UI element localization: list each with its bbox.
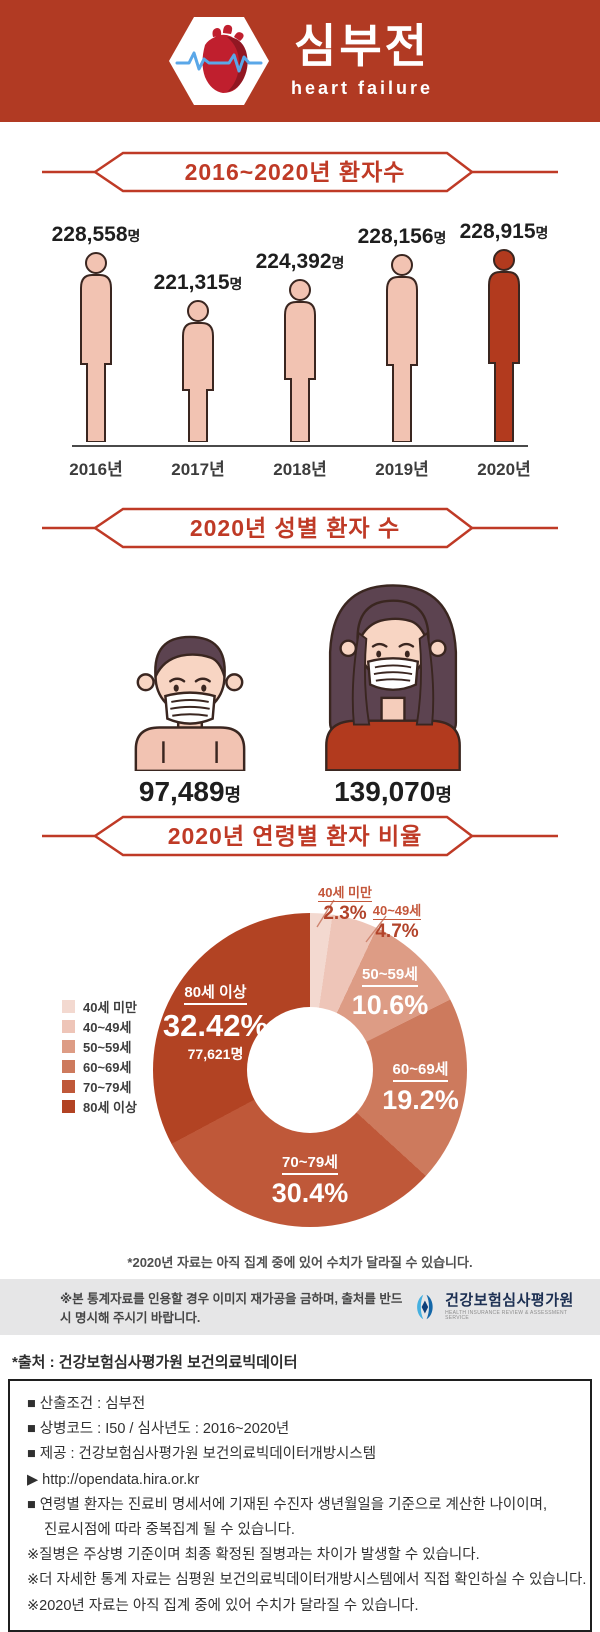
female-figure-icon [325, 584, 461, 771]
chart-baseline [72, 445, 528, 447]
legend-item: 50~59세 [62, 1036, 137, 1056]
slice-label-50-59: 50~59세 10.6% [351, 966, 429, 1021]
donut-legend: 40세 미만 40~49세 50~59세 60~69세 70~79세 80세 이… [62, 996, 137, 1116]
ekg-line [175, 51, 263, 73]
page-title: 심부전 [294, 20, 430, 72]
info-line: ※2020년 자료는 아직 집계 중에 있어 수치가 달라질 수 있습니다. [27, 1597, 419, 1614]
section-title-age: 2020년 연령별 환자 비율 [167, 823, 423, 849]
callout-40-49: 40~49세 4.7% [372, 903, 422, 943]
figure-2017: 221,315명 [150, 271, 246, 447]
male-block: 97,489명 [126, 625, 254, 808]
legend-swatch [62, 1039, 75, 1053]
info-line-url[interactable]: ▶ http://opendata.hira.or.kr [27, 1471, 200, 1488]
page-subtitle: heart failure [290, 78, 434, 98]
legend-item: 80세 이상 [62, 1096, 137, 1116]
hira-logo: 건강보험심사평가원 HEALTH INSURANCE REVIEW & ASSE… [411, 1291, 582, 1323]
female-count: 139,070명 [334, 776, 452, 807]
info-line: ■ 산출조건 : 심부전 [27, 1396, 146, 1412]
year-tick: 2019년 [375, 460, 429, 479]
ribbon-shape [42, 815, 558, 857]
legend-swatch [62, 1079, 75, 1093]
info-line: 진료시점에 따라 중복집계 될 수 있습니다. [44, 1522, 295, 1539]
hira-logo-icon [417, 1294, 433, 1320]
year-tick: 2016년 [69, 460, 123, 479]
male-figure-icon [134, 635, 246, 771]
legend-item: 70~79세 [62, 1076, 137, 1096]
section-title-gender: 2020년 성별 환자 수 [189, 515, 401, 541]
slice-label-80-plus: 80세 이상 32.42% 77,621명 [162, 984, 269, 1062]
info-line: ■ 연령별 환자는 진료비 명세서에 기재된 수진자 생년월일을 기준으로 계산… [27, 1496, 547, 1513]
info-line: ※더 자세한 통계 자료는 심평원 보건의료빅데이터개방시스템에서 직접 확인하… [27, 1572, 587, 1589]
year-tick: 2017년 [171, 460, 225, 479]
section-banner-yearly: 2016~2020년 환자수 [0, 150, 600, 194]
age-donut-chart: 40세 미만 40~49세 50~59세 60~69세 70~79세 80세 이… [0, 858, 600, 1246]
person-icon [372, 254, 432, 447]
source-line: *출처 : 건강보험심사평가원 보건의료빅데이터 [12, 1354, 298, 1371]
person-icon [474, 249, 534, 447]
legend-swatch [62, 1019, 75, 1033]
person-icon [270, 279, 330, 447]
legend-swatch [62, 1099, 75, 1113]
person-icon [168, 300, 228, 447]
male-count: 97,489명 [138, 776, 242, 807]
shirt [325, 719, 461, 771]
value-label: 221,315명 [153, 271, 243, 294]
section-title-yearly: 2016~2020년 환자수 [184, 159, 406, 185]
legend-item: 40세 미만 [62, 996, 137, 1016]
year-tick: 2018년 [273, 460, 327, 479]
citation-text: ※본 통계자료를 인용할 경우 이미지 재가공을 금하며, 출처를 반드시 명시… [60, 1292, 403, 1325]
person-figures-row: 228,558명 221,315명 224,392명 228,156명 228,… [48, 220, 552, 447]
hira-org-subtext: HEALTH INSURANCE REVIEW & ASSESSMENT SER… [445, 1310, 568, 1321]
legend-item: 60~69세 [62, 1056, 137, 1076]
year-tick: 2020년 [477, 460, 531, 479]
chart-footnote: *2020년 자료는 아직 집계 중에 있어 수치가 달라질 수 있습니다. [127, 1255, 473, 1270]
figure-2018: 224,392명 [252, 250, 348, 447]
slice-label-60-69: 60~69세 19.2% [382, 1061, 459, 1116]
info-line: ※질병은 주상병 기준이며 최종 확정된 질병과는 차이가 발생할 수 있습니다… [27, 1547, 480, 1564]
figure-2016: 228,558명 [48, 223, 144, 447]
person-icon [66, 252, 126, 447]
figure-2020: 228,915명 [456, 220, 552, 447]
yearly-patient-chart: 228,558명 221,315명 224,392명 228,156명 228,… [0, 194, 600, 482]
female-block: 139,070명 [312, 579, 474, 808]
value-label: 228,156명 [357, 225, 447, 248]
info-line: ■ 상병코드 : I50 / 심사년도 : 2016~2020년 [27, 1421, 290, 1438]
year-axis: 2016년 2017년 2018년 2019년 2020년 [48, 455, 552, 480]
callout-under-40: 40세 미만 2.3% [318, 885, 372, 925]
heart-ekg-icon [168, 17, 269, 105]
callout-leader-lines [316, 899, 387, 943]
ribbon-shape [42, 507, 558, 549]
value-label: 228,558명 [51, 223, 141, 246]
value-label: 224,392명 [255, 250, 345, 273]
info-box: ■ 산출조건 : 심부전 ■ 상병코드 : I50 / 심사년도 : 2016~… [8, 1379, 592, 1632]
figure-2019: 228,156명 [354, 225, 450, 447]
value-label: 228,915명 [459, 220, 549, 243]
citation-bar: ※본 통계자료를 인용할 경우 이미지 재가공을 금하며, 출처를 반드시 명시… [0, 1279, 600, 1335]
legend-item: 40~49세 [62, 1016, 137, 1036]
gender-chart: 97,489명 139,070명 [0, 550, 600, 808]
section-banner-gender: 2020년 성별 환자 수 [0, 506, 600, 550]
slice-label-70-79: 70~79세 30.4% [271, 1154, 349, 1209]
legend-swatch [62, 1059, 75, 1073]
info-line: ■ 제공 : 건강보험심사평가원 보건의료빅데이터개방시스템 [27, 1446, 377, 1463]
ribbon-shape [42, 151, 558, 193]
legend-swatch [62, 999, 75, 1013]
section-banner-age: 2020년 연령별 환자 비율 [0, 814, 600, 858]
header: 심부전 heart failure [0, 0, 600, 122]
hira-org-name: 건강보험심사평가원 [445, 1292, 574, 1309]
